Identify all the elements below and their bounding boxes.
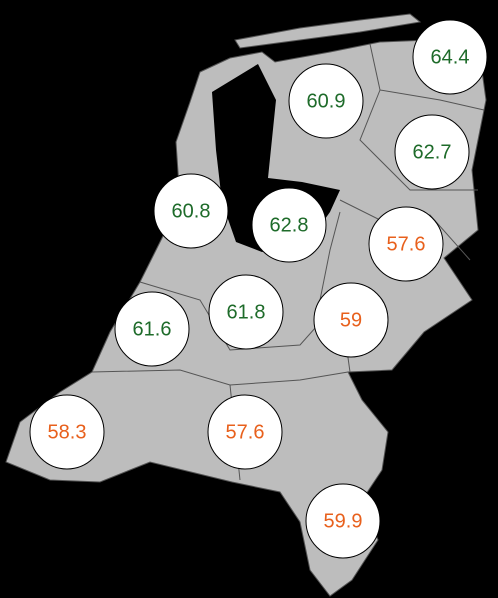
region-value: 62.8 [270,214,309,236]
region-value: 62.7 [413,141,452,163]
value-circle [394,114,470,190]
value-circle [368,206,444,282]
region-value: 57.6 [387,233,426,255]
region-value: 59 [340,309,362,331]
region-value: 60.8 [172,200,211,222]
value-circle [412,19,488,95]
region-value: 60.9 [307,90,346,112]
region-value: 61.8 [227,301,266,323]
value-circle [288,63,364,139]
value-circle [305,483,381,559]
value-circle [153,173,229,249]
region-value: 59.9 [324,510,363,532]
region-value: 64.4 [431,46,470,68]
region-value: 57.6 [226,421,265,443]
value-circle [251,187,327,263]
value-circle [208,274,284,350]
value-circle [29,394,105,470]
region-value: 61.6 [133,318,172,340]
value-circle [313,282,389,358]
value-circle [207,394,283,470]
value-circle [114,291,190,367]
region-value: 58.3 [48,421,87,443]
